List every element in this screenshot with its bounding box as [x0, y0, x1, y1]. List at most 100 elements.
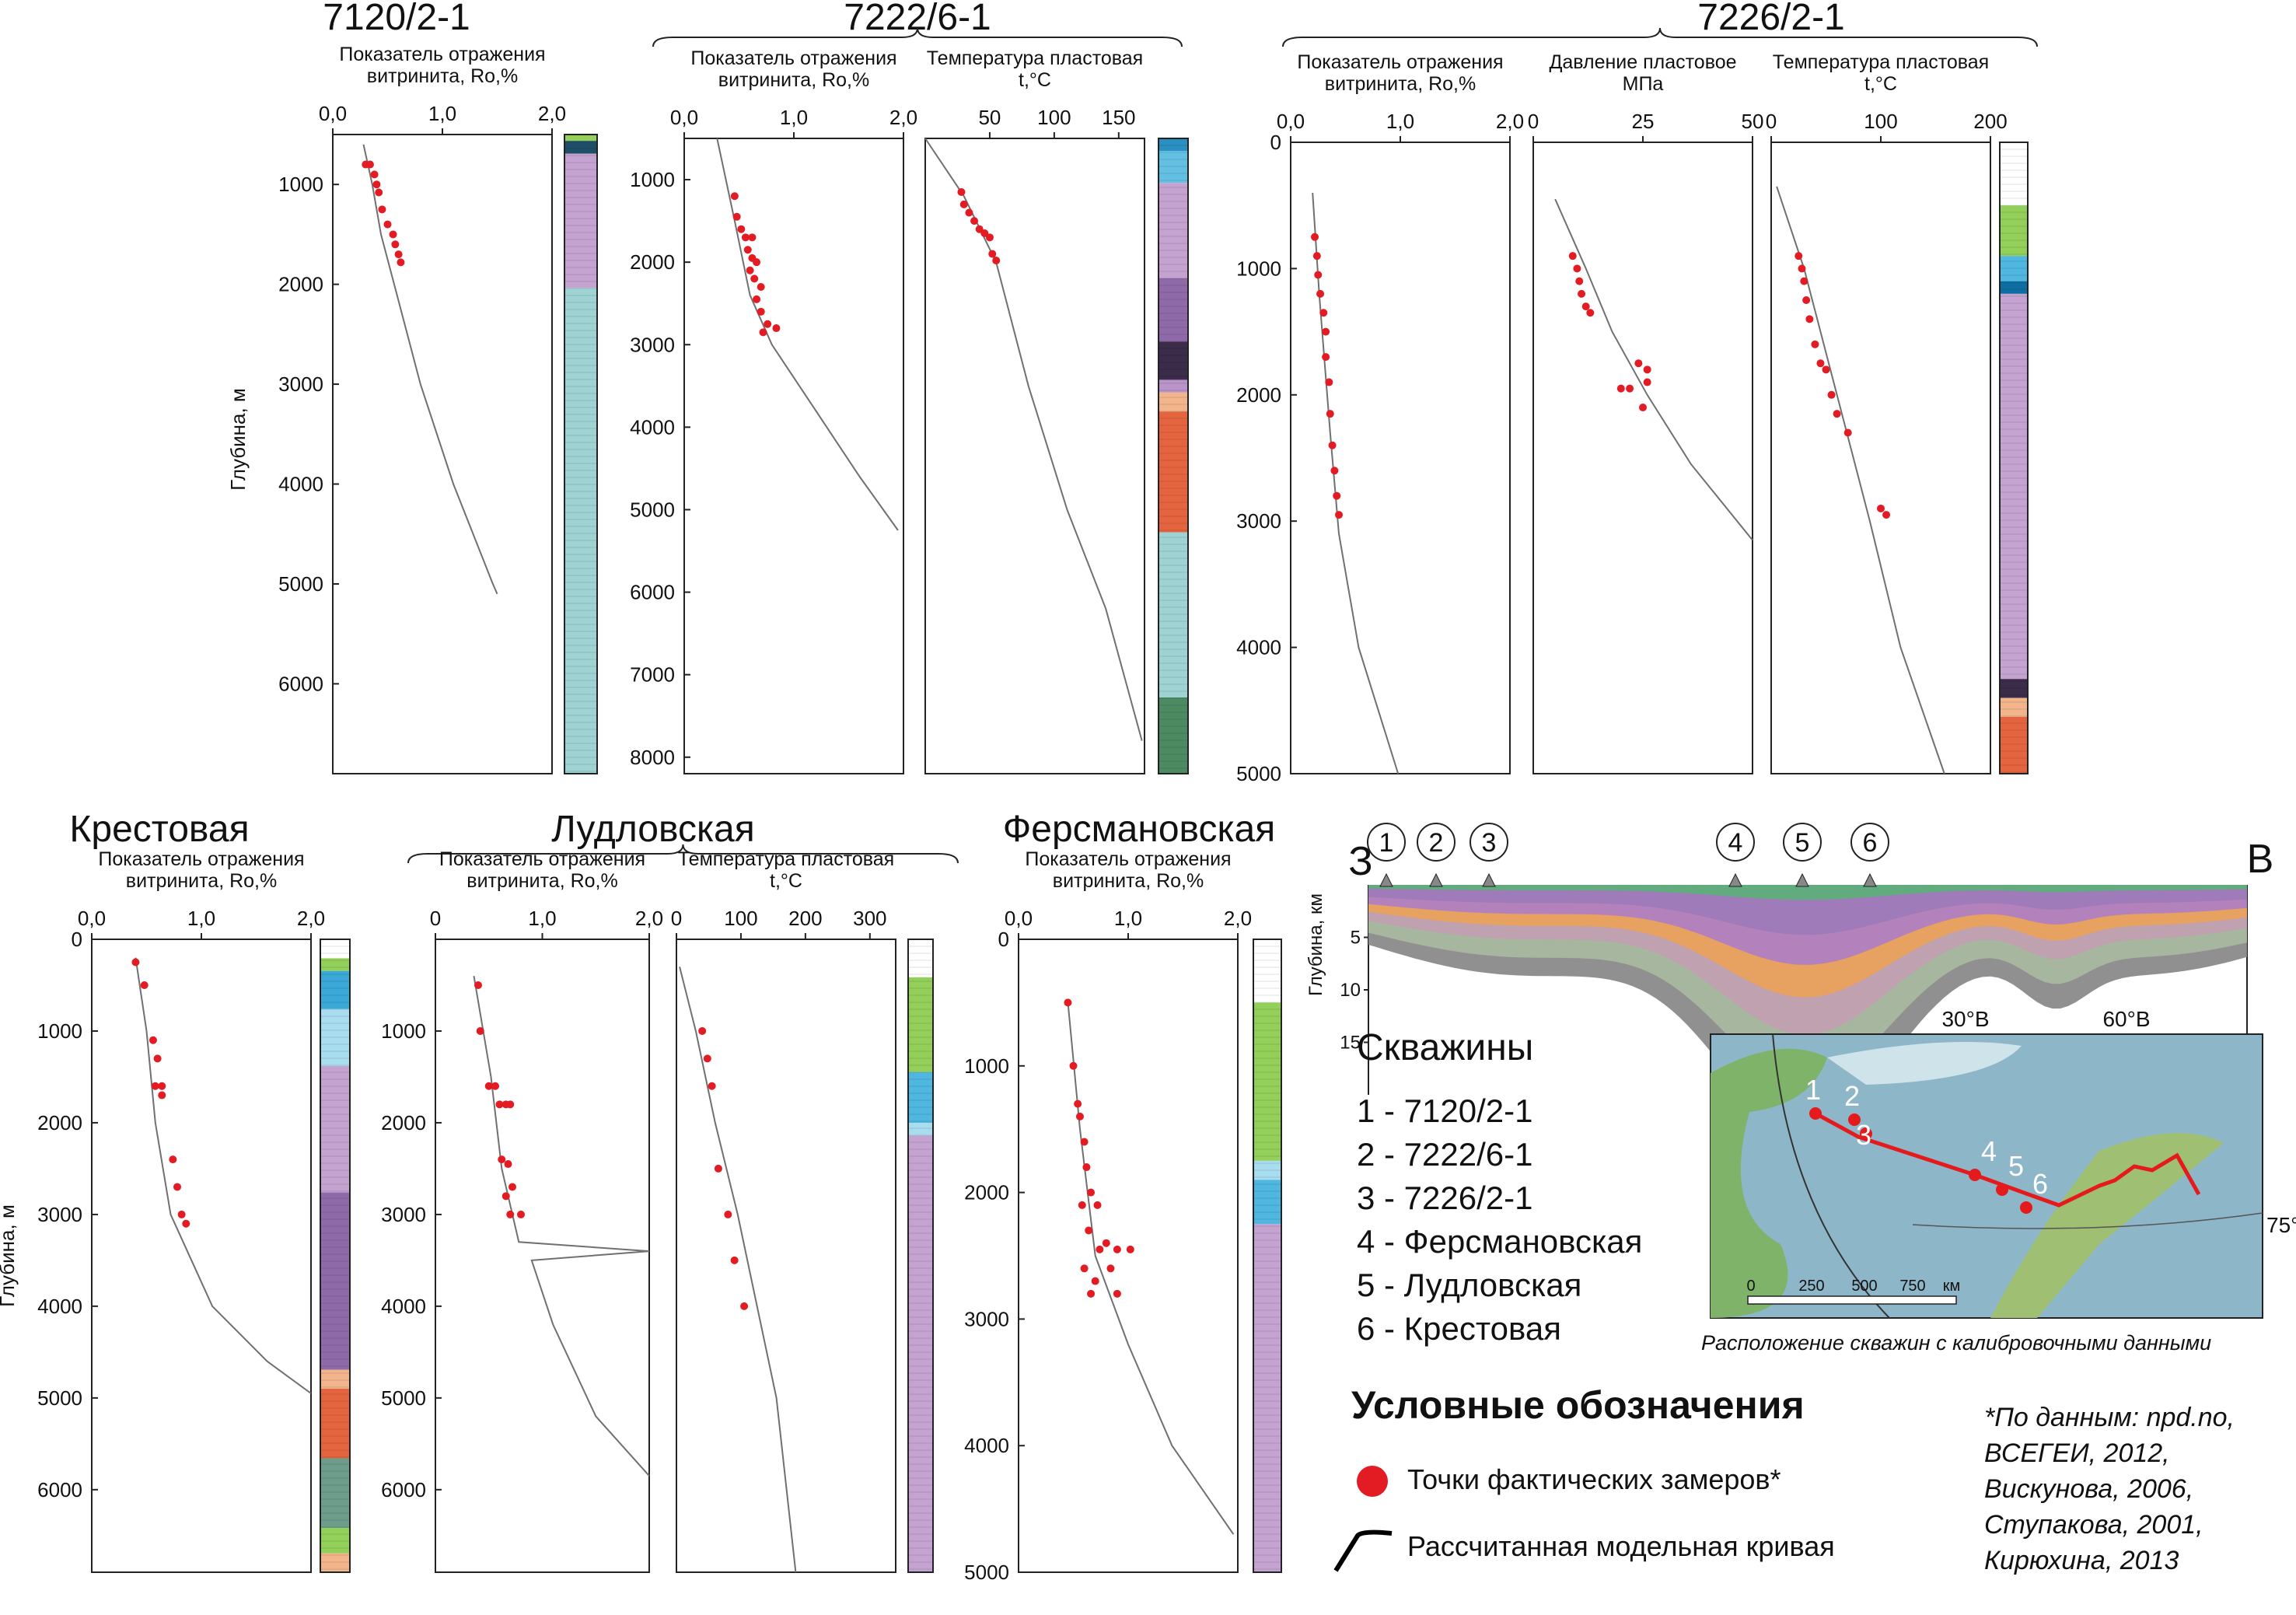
- x-tick-label: 0,0: [1277, 110, 1305, 133]
- map-scale-label: 750: [1899, 1278, 1925, 1295]
- measured-point: [1106, 1264, 1115, 1273]
- lithology-layer: [564, 135, 597, 142]
- y-tick-label: 2000: [630, 250, 675, 274]
- profile-layer: [1368, 885, 2247, 900]
- map-scale-label: 250: [1798, 1278, 1824, 1295]
- panel-title: Показатель отражения: [98, 848, 304, 870]
- y-tick-label: 2000: [964, 1181, 1009, 1204]
- measured-point: [1795, 252, 1803, 260]
- measured-point: [1816, 359, 1825, 368]
- lithology-layer: [1158, 532, 1188, 697]
- y-tick-label: 1000: [964, 1054, 1009, 1078]
- panel-title: Показатель отражения: [690, 47, 896, 69]
- measured-point: [173, 1183, 181, 1191]
- lithology-layer: [1158, 151, 1188, 184]
- x-tick-label: 0,0: [670, 106, 698, 129]
- lithology-frame: [320, 939, 351, 1573]
- profile-well-arrow: [1728, 872, 1742, 887]
- map-lat-label: 75°С: [2266, 1213, 2296, 1237]
- profile-well-arrow: [1482, 872, 1496, 887]
- measured-point: [149, 1036, 157, 1044]
- lithology-layer: [908, 939, 933, 977]
- model-curve: [135, 957, 312, 1394]
- profile-well-marker: [1367, 823, 1406, 862]
- y-tick-label: 2000: [37, 1111, 82, 1134]
- lithology-layer: [908, 1123, 933, 1136]
- measured-point: [743, 246, 752, 254]
- measured-point: [1087, 1188, 1096, 1197]
- measured-point: [1575, 277, 1584, 285]
- well-title: Ферсмановская: [1003, 809, 1275, 850]
- lithology-layer: [320, 1192, 350, 1370]
- panel-frame: [1018, 939, 1239, 1573]
- measured-point: [1330, 467, 1339, 475]
- measured-point: [1311, 232, 1319, 241]
- y-tick-label: 4000: [1236, 636, 1281, 659]
- measured-point: [1626, 384, 1634, 393]
- panel-title: Показатель отражения: [1025, 848, 1231, 870]
- measured-point: [1586, 309, 1595, 317]
- x-tick-label: 300: [853, 907, 886, 930]
- map-scale-bar: [1747, 1295, 1957, 1305]
- lithology-frame: [564, 134, 598, 774]
- legend-measured-label: Точки фактических замеров*: [1407, 1463, 1781, 1495]
- y-tick-label: 4000: [630, 415, 675, 439]
- wells-legend-item: 2 - 7222/6-1: [1357, 1136, 1533, 1173]
- measured-point: [1634, 359, 1643, 368]
- measured-point: [753, 295, 761, 303]
- lithology-layer: [320, 939, 350, 959]
- lithology-layer: [320, 1553, 350, 1572]
- lithology-layer: [1158, 379, 1188, 393]
- measured-point: [970, 217, 979, 225]
- measured-point: [753, 258, 761, 267]
- y-tick-label: 1000: [630, 168, 675, 191]
- measured-point: [1811, 340, 1819, 348]
- x-tick-label: 0: [1528, 110, 1539, 133]
- model-curve: [473, 976, 650, 1477]
- model-curve: [716, 138, 899, 531]
- measured-point: [740, 1302, 749, 1310]
- profile-well-number: 1: [1379, 828, 1394, 858]
- wells-legend-item: 1 - 7120/2-1: [1357, 1092, 1533, 1129]
- panel-title: витринита, Ro,%: [1053, 870, 1204, 892]
- panel-title: МПа: [1623, 73, 1664, 95]
- map-inset: 12 3 456 30°В 60°В 75°С 0 250 500 750 км: [1710, 1007, 2296, 1319]
- measured-point: [1312, 252, 1321, 260]
- measured-point: [1093, 1201, 1102, 1209]
- lithology-column: [1999, 142, 2029, 774]
- profile-well-arrow: [1429, 872, 1443, 887]
- model-curve: [679, 967, 797, 1573]
- measured-point: [506, 1100, 515, 1109]
- well-title: 7120/2-1: [323, 0, 470, 38]
- profile-well-arrow: [1863, 872, 1877, 887]
- measured-point: [484, 1082, 493, 1090]
- measured-point: [169, 1155, 177, 1164]
- y-tick-label: 6000: [381, 1478, 426, 1501]
- y-tick-label: 5000: [630, 498, 675, 521]
- profile-well-marker: [1783, 823, 1822, 862]
- measured-point: [131, 958, 140, 967]
- map-well-number: 5: [2008, 1150, 2024, 1182]
- measured-point: [1827, 390, 1836, 399]
- map-lon-label: 60°В: [2102, 1007, 2150, 1031]
- well-title: 7222/6-1: [844, 0, 991, 38]
- x-tick-label: 1,0: [1386, 110, 1414, 133]
- lithology-layer: [1253, 1160, 1281, 1180]
- measured-point: [748, 233, 757, 242]
- panel-frame: [1532, 142, 1753, 774]
- measured-point: [1102, 1239, 1110, 1247]
- measured-point: [1805, 315, 1814, 323]
- measured-point: [1082, 1163, 1091, 1172]
- lithology-column: [564, 134, 598, 774]
- measured-point: [1113, 1245, 1121, 1253]
- measured-point: [1064, 998, 1072, 1007]
- measured-point: [1075, 1112, 1084, 1120]
- measured-point: [501, 1192, 510, 1201]
- profile-well-marker: [1470, 823, 1508, 862]
- y-tick-label: 6000: [278, 672, 323, 695]
- lithology-frame: [907, 939, 934, 1573]
- map-parallel: [1912, 1212, 2263, 1229]
